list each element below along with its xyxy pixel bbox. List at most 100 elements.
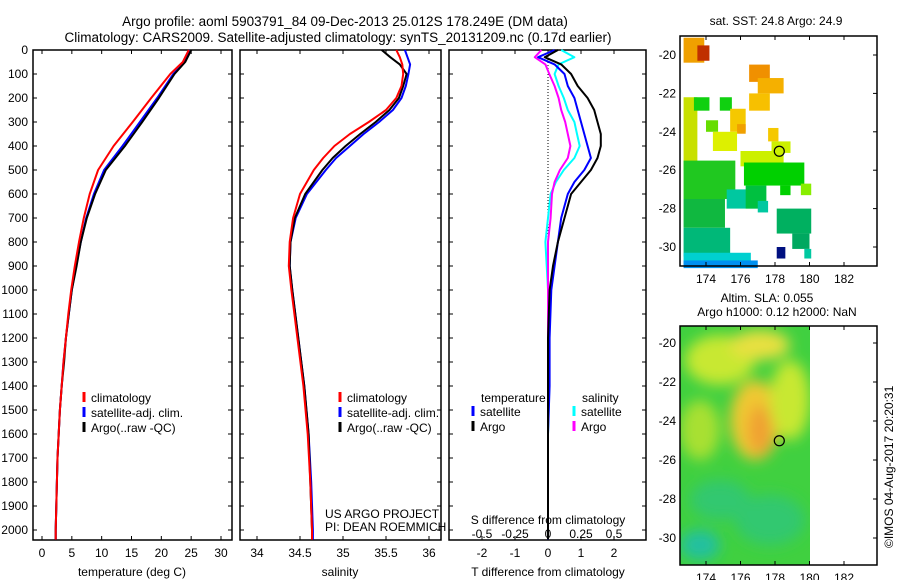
salinity-tick-label: 34.5 [288, 546, 312, 560]
pi-label: PI: DEAN ROEMMICH [325, 520, 446, 534]
depth-tick-label: 300 [8, 115, 28, 129]
depth-tick-label: 200 [8, 91, 28, 105]
legend-title-salinity: salinity [582, 391, 619, 405]
map-lat-label: -24 [659, 125, 677, 139]
sst-pixel-block [683, 227, 731, 257]
map-lon-label: 182 [834, 272, 854, 286]
depth-tick-label: 1200 [1, 331, 28, 345]
temperature-tick-label: 20 [155, 546, 169, 560]
sst-pixel-block [800, 183, 812, 196]
legend-label: Argo [480, 420, 506, 434]
title-line-2: Climatology: CARS2009. Satellite-adjuste… [64, 30, 611, 45]
sst-pixel-block [683, 260, 758, 269]
salinity-tick-label: 34 [250, 546, 264, 560]
map-lat-label: -30 [659, 531, 677, 545]
depth-tick-label: 1100 [2, 307, 28, 321]
depth-tick-label: 2000 [1, 523, 28, 537]
sst-pixel-block [757, 78, 784, 94]
sst-pixel-block [776, 208, 812, 234]
map-lon-label: 182 [834, 571, 854, 580]
map-lon-label: 180 [799, 571, 819, 580]
map-lat-label: -20 [659, 48, 677, 62]
depth-tick-label: 1400 [1, 379, 28, 393]
temperature-tick-label: 25 [184, 546, 198, 560]
depth-tick-label: 900 [8, 259, 28, 273]
map-lon-label: 176 [730, 571, 750, 580]
map-lon-label: 174 [696, 272, 716, 286]
sst-pixel-block [780, 185, 791, 196]
map-lat-label: -26 [659, 163, 677, 177]
t-diff-argo-line [543, 49, 602, 540]
depth-tick-label: 1000 [1, 283, 28, 297]
map-lat-label: -24 [659, 414, 677, 428]
legend-label: satellite-adj. clim. [347, 406, 439, 420]
sst-pixel-block [683, 199, 725, 228]
map-lat-label: -22 [659, 86, 677, 100]
map-lat-label: -20 [659, 336, 677, 350]
legend-label: Argo [581, 420, 607, 434]
legend-label: satellite [480, 405, 521, 419]
salinity-plot-frame [239, 49, 442, 541]
depth-tick-label: 700 [8, 211, 28, 225]
sla-blob [735, 495, 805, 545]
salinity-line-0 [287, 49, 405, 540]
sla-blobs [680, 330, 810, 560]
sst-pixel-block [768, 127, 779, 142]
legend-label: satellite [581, 405, 622, 419]
sla-blob [680, 530, 720, 560]
map-lat-label: -30 [659, 240, 677, 254]
map-lon-label: 178 [765, 571, 785, 580]
temperature-tick-label: 30 [214, 546, 228, 560]
map-lon-label: 180 [799, 272, 819, 286]
s-diff-tick-label: 0.25 [569, 527, 593, 541]
sst-pixel-block [712, 131, 738, 151]
temperature-line-2 [54, 49, 193, 540]
map-lat-label: -28 [659, 202, 677, 216]
legend-label: climatology [347, 391, 407, 405]
depth-tick-label: 1600 [1, 427, 28, 441]
temperature-line-1 [54, 49, 191, 540]
sla-blob [730, 330, 790, 360]
legend-label: Argo(..raw -QC) [91, 421, 176, 435]
sla-map-title: Altim. SLA: 0.055 [721, 291, 814, 305]
depth-tick-label: 1500 [1, 403, 28, 417]
sst-pixel-block [683, 97, 698, 171]
sst-map-title: sat. SST: 24.8 Argo: 24.9 [710, 14, 843, 28]
salinity-line-1 [288, 49, 412, 540]
sla-blob [770, 360, 810, 440]
project-label: US ARGO PROJECT [325, 507, 440, 521]
sst-pixel-block [693, 97, 710, 111]
sst-pixel-block [792, 233, 810, 249]
sla-map-subtitle: Argo h1000: 0.12 h2000: NaN [697, 305, 856, 319]
map-lon-label: 176 [730, 272, 750, 286]
sst-pixel-block [804, 248, 812, 259]
s-diff-tick-label: -0.5 [472, 527, 493, 541]
sla-blob [690, 480, 750, 520]
sst-pixel-block [776, 247, 786, 259]
sst-map-frame [679, 35, 878, 267]
salinity-tick-label: 35 [336, 546, 350, 560]
depth-tick-label: 1800 [1, 475, 28, 489]
salinity-line-2 [288, 49, 408, 540]
title-line-1: Argo profile: aoml 5903791_84 09-Dec-201… [122, 14, 568, 29]
sla-map-frame [679, 325, 878, 566]
t-diff-tick-label: -2 [477, 546, 488, 560]
argo-position-marker [773, 145, 785, 157]
sst-pixel-block [719, 97, 732, 111]
depth-tick-label: 1700 [1, 451, 28, 465]
temperature-tick-label: 5 [68, 546, 75, 560]
sla-blob [748, 405, 772, 455]
sla-field [680, 326, 810, 565]
depth-tick-label: 1300 [1, 355, 28, 369]
s-diff-tick-label: -0.25 [501, 527, 529, 541]
t-diff-tick-label: 1 [578, 546, 585, 560]
sla-blob [680, 400, 720, 460]
map-lon-label: 178 [765, 272, 785, 286]
map-lat-label: -22 [659, 375, 677, 389]
t-diff-tick-label: -1 [510, 546, 521, 560]
depth-tick-label: 1900 [1, 499, 28, 513]
temperature-tick-label: 15 [125, 546, 139, 560]
sst-pixel-block [757, 200, 769, 213]
legend-label: satellite-adj. clim. [91, 406, 183, 420]
temperature-plot-frame [32, 49, 233, 541]
